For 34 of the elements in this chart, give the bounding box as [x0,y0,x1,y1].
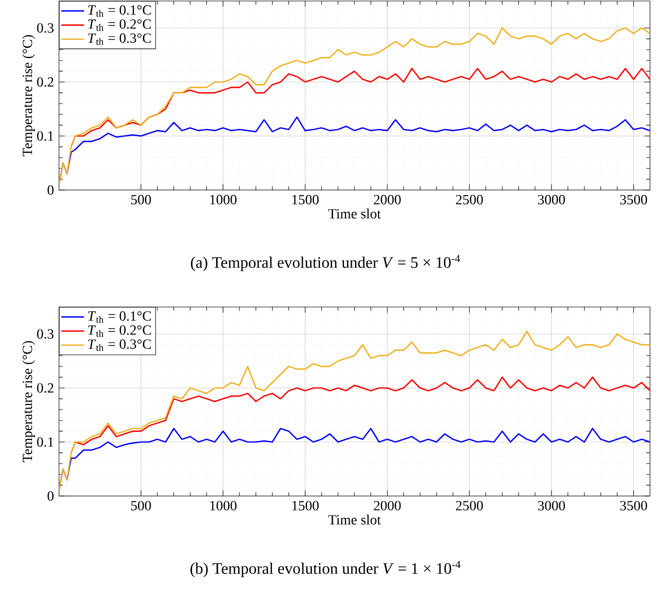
x-axis-title: Time slot [328,208,381,219]
y-tick-label: 0.2 [37,77,54,87]
x-tick-label: 2000 [374,194,401,204]
legend-label: T$_{th}$ = 0.2°C [88,325,151,337]
y-axis-title: Temperature rise (°C) [22,341,35,462]
text: (b) Temporal evolution under V = 1 × 10$^{-4}$ [190,560,460,578]
y-tick-label: 0.2 [37,383,54,393]
x-tick-label: 3000 [538,194,565,204]
x-tick-label: 2500 [456,500,483,510]
y-tick-label: 0.3 [37,329,54,339]
y-tick-label: 0 [48,491,54,501]
text: (a) Temporal evolution under V = 5 × 10$^{-4}$ [190,254,460,272]
legend-label: T$_{th}$ = 0.3°C [88,33,151,46]
x-tick-label: 3500 [620,194,648,204]
legend-label: T$_{th}$ = 0.1°C [88,5,151,17]
x-tick-label: 3500 [620,500,648,510]
x-tick-label: 2000 [374,500,401,510]
y-tick-label: 0 [48,185,54,195]
x-tick-label: 500 [131,194,151,204]
x-tick-label: 1000 [210,500,237,510]
legend-label: T$_{th}$ = 0.1°C [88,311,151,323]
y-tick-label: 0.3 [37,23,54,33]
x-tick-label: 1000 [210,194,237,204]
x-tick-label: 2500 [456,194,483,204]
legend-label: T$_{th}$ = 0.2°C [88,19,151,31]
y-axis-title: Temperature rise (°C) [22,35,35,156]
x-tick-label: 3000 [538,500,565,510]
x-tick-label: 1500 [292,194,319,204]
y-tick-label: 0.1 [37,131,54,141]
x-tick-label: 500 [131,500,151,510]
x-tick-label: 1500 [292,500,319,510]
legend-label: T$_{th}$ = 0.3°C [88,339,151,352]
y-tick-label: 0.1 [37,437,54,447]
x-axis-title: Time slot [328,514,381,525]
